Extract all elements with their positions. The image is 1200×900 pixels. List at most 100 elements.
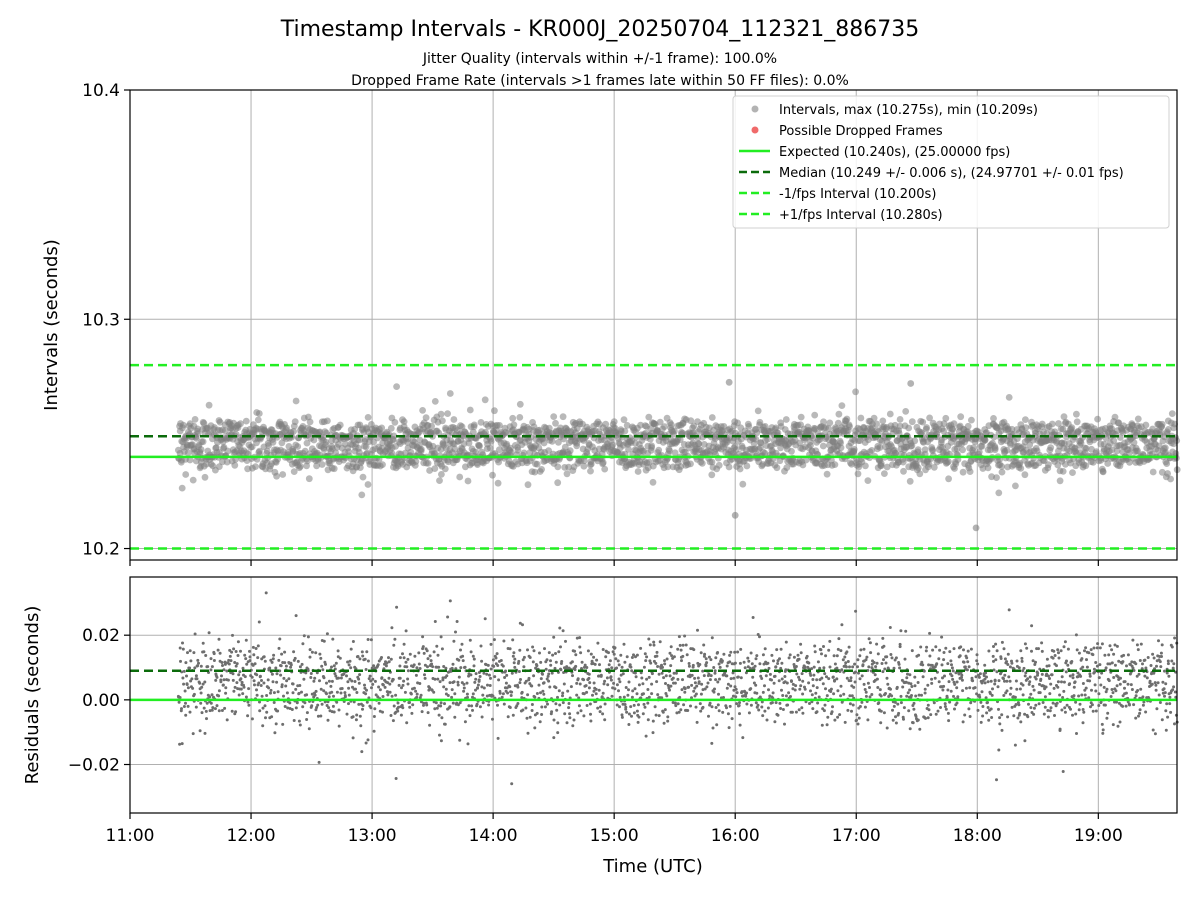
residual-point [821, 682, 825, 686]
residual-point [968, 715, 972, 718]
residual-point [502, 702, 506, 706]
residual-point [787, 691, 791, 695]
residual-point [1027, 682, 1031, 686]
interval-point [1108, 446, 1116, 454]
residual-point [559, 645, 562, 649]
residual-point [391, 719, 395, 723]
interval-point [555, 439, 562, 446]
residual-point [867, 637, 871, 641]
residual-point [882, 644, 886, 648]
residual-point [673, 701, 677, 705]
residual-point [664, 682, 667, 685]
residual-point [305, 718, 309, 721]
residual-point [279, 664, 283, 668]
residual-point [975, 692, 979, 696]
residual-point [947, 680, 951, 684]
residual-point [351, 736, 355, 740]
residual-point [630, 695, 634, 699]
interval-point [911, 437, 919, 445]
residual-point [1054, 704, 1058, 708]
residual-point [858, 654, 862, 658]
residual-point [932, 701, 936, 705]
residual-point [591, 693, 594, 697]
residual-point [402, 656, 406, 660]
residual-point [660, 696, 664, 700]
residual-point [433, 677, 437, 681]
residual-point [217, 694, 221, 698]
residual-point [651, 719, 655, 723]
residual-point [682, 703, 686, 707]
residual-point [963, 713, 967, 717]
residual-point [318, 679, 321, 683]
residual-point [666, 719, 670, 723]
residual-point [430, 688, 434, 692]
residual-point [189, 659, 193, 663]
residual-point [213, 707, 217, 711]
residual-point [798, 678, 802, 682]
residual-point [868, 686, 871, 689]
residual-point [520, 690, 524, 694]
residual-point [858, 677, 862, 681]
residual-point [357, 681, 361, 685]
residual-point [351, 640, 355, 643]
residual-point [1037, 647, 1040, 651]
residual-point [670, 654, 674, 658]
interval-point [993, 474, 1000, 481]
residual-point [845, 676, 849, 680]
residual-point [669, 645, 673, 649]
interval-point [1125, 449, 1133, 457]
residual-point [339, 691, 343, 695]
residual-point [731, 671, 735, 675]
residual-point [562, 682, 566, 686]
residual-point [466, 742, 470, 746]
residual-point [547, 679, 551, 683]
residual-point [1003, 679, 1006, 683]
residual-point [325, 681, 328, 685]
residual-point [1043, 705, 1047, 709]
interval-point [745, 423, 753, 430]
residual-point [265, 694, 269, 697]
residual-point [631, 689, 635, 693]
residual-point [856, 722, 860, 726]
interval-point [864, 477, 872, 484]
residual-point [426, 665, 429, 669]
legend-entry-plus-fps: +1/fps Interval (10.280s) [739, 208, 943, 223]
residual-point [722, 652, 726, 656]
legend-label-plus-fps: +1/fps Interval (10.280s) [779, 208, 943, 223]
residual-point [598, 663, 601, 667]
interval-point [782, 416, 790, 423]
residual-point [815, 678, 819, 682]
residual-point [552, 718, 556, 722]
residual-point [319, 714, 323, 718]
intervals-y-tick-label: 10.3 [82, 310, 120, 330]
residual-point [690, 673, 694, 677]
residual-point [528, 656, 532, 659]
residual-point [641, 682, 645, 686]
interval-point [995, 489, 1003, 497]
interval-point [1104, 460, 1112, 467]
residual-point [851, 665, 855, 669]
residual-point [323, 700, 327, 704]
residual-point [643, 705, 647, 709]
interval-point [914, 464, 922, 472]
residual-point [983, 681, 987, 685]
residual-point [300, 690, 303, 694]
residual-point [244, 657, 248, 661]
interval-point [1094, 415, 1101, 423]
residual-point [917, 693, 921, 697]
interval-point [290, 468, 298, 475]
residual-point [275, 672, 279, 676]
interval-point [431, 450, 439, 457]
residual-point [243, 653, 247, 657]
interval-point [516, 400, 524, 408]
residual-point [630, 714, 633, 718]
residual-point [181, 647, 185, 651]
legend-label-minus-fps: -1/fps Interval (10.200s) [779, 187, 936, 202]
interval-point [811, 411, 819, 419]
residual-point [794, 684, 798, 688]
residual-point [785, 681, 789, 685]
residual-point [819, 648, 823, 652]
residual-point [468, 714, 472, 718]
residual-point [714, 678, 718, 682]
residual-point [226, 678, 230, 682]
